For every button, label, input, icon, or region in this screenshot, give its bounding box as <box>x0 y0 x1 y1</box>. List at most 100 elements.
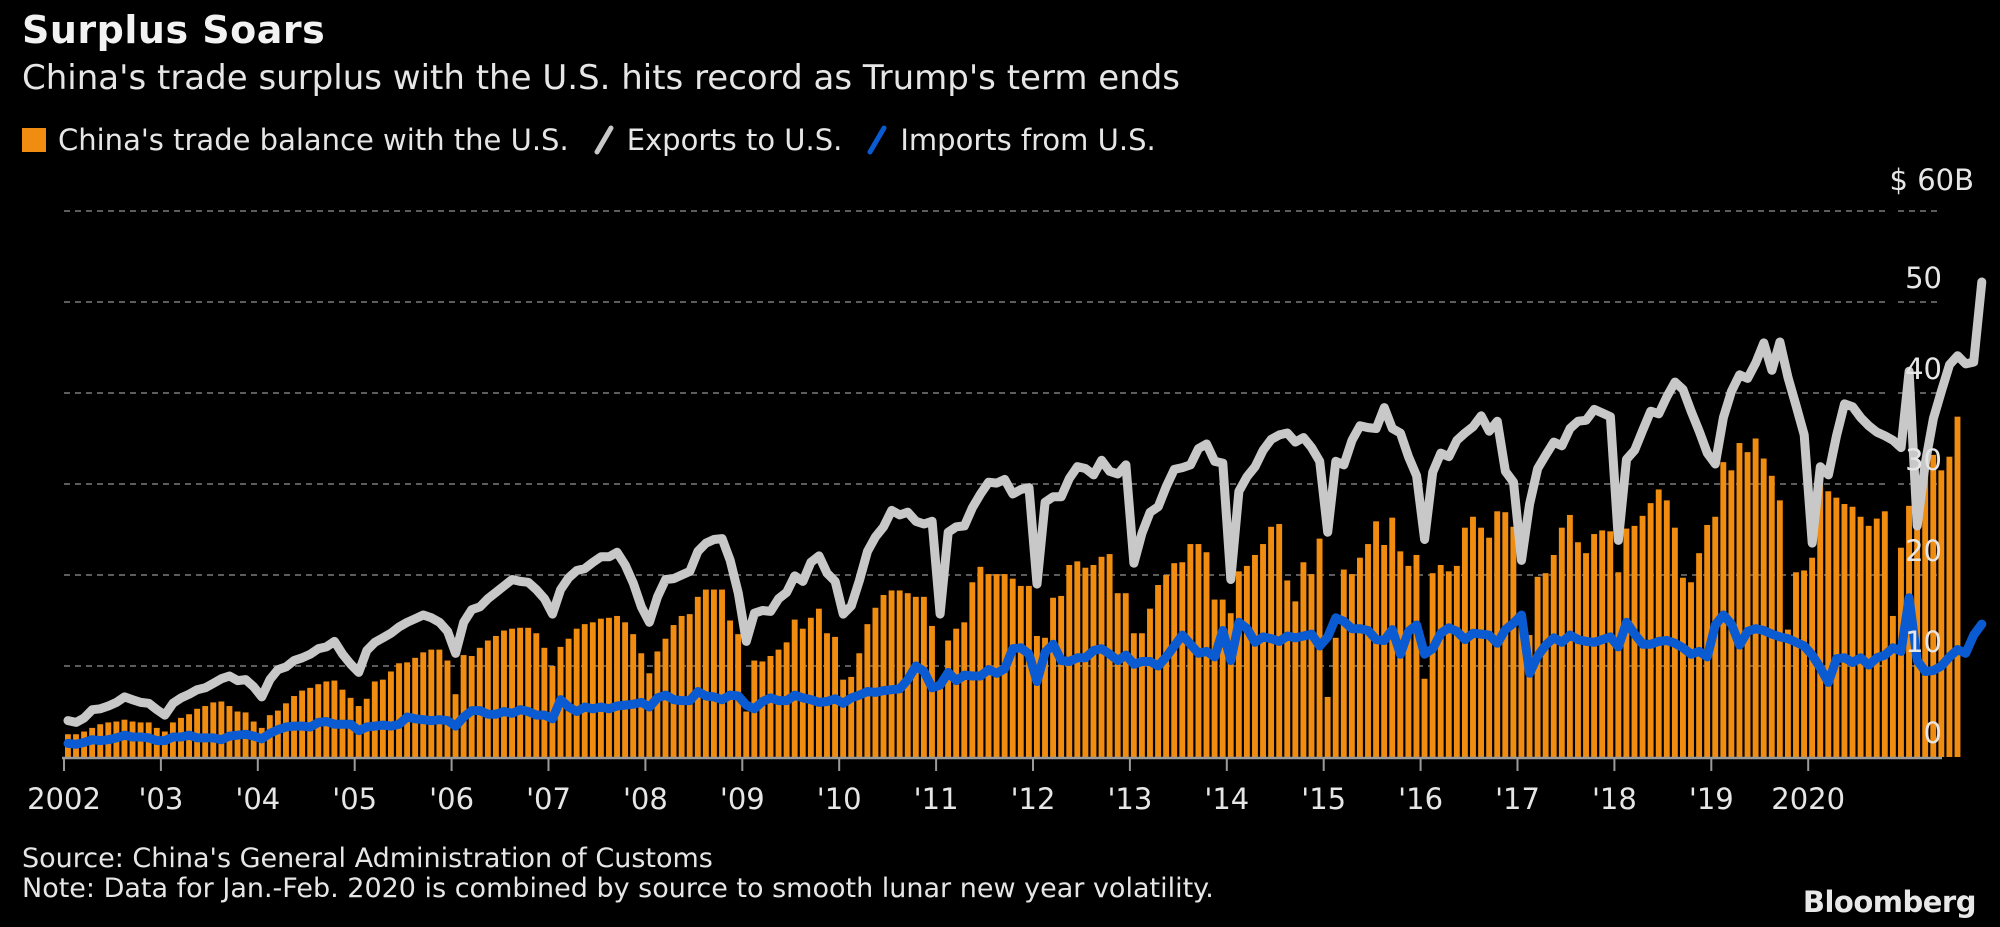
bar <box>1147 608 1153 757</box>
bar <box>606 617 612 757</box>
bar <box>670 625 677 757</box>
bar <box>937 684 943 757</box>
bar <box>1817 479 1824 757</box>
legend-swatch-imports <box>867 125 887 155</box>
bar <box>1865 525 1872 757</box>
x-tick-label: '18 <box>1592 782 1637 816</box>
y-tick-label: 20 <box>1905 534 1942 568</box>
bar <box>1663 500 1670 757</box>
bar <box>791 619 798 757</box>
bar <box>1914 488 1921 757</box>
bar <box>993 574 1000 757</box>
bar <box>807 617 814 757</box>
bar <box>1736 443 1743 757</box>
x-tick-label: '05 <box>332 782 377 816</box>
y-tick-label: 30 <box>1905 443 1942 477</box>
bar <box>630 634 637 757</box>
bar <box>1034 635 1040 757</box>
y-axis-ticks: 0 10 20 30 40 50 <box>1905 261 1942 750</box>
bar <box>1526 635 1533 757</box>
bar <box>1155 585 1161 757</box>
bar <box>799 628 806 757</box>
bar <box>1744 452 1751 757</box>
bar <box>1227 613 1234 757</box>
bar <box>533 633 540 757</box>
bar <box>379 679 386 757</box>
x-tick-label: 2002 <box>27 782 101 816</box>
bar <box>1332 637 1339 757</box>
bar <box>1429 573 1436 757</box>
bar <box>815 608 822 757</box>
y-axis-unit-label: $ 60B <box>1889 163 1974 197</box>
legend-label-trade-balance: China's trade balance with the U.S. <box>58 123 569 157</box>
bar <box>501 630 507 757</box>
exports-line <box>63 277 1987 727</box>
x-tick-label: '15 <box>1301 782 1346 816</box>
bar <box>1017 585 1024 757</box>
bar <box>1607 531 1614 757</box>
bar <box>1768 475 1775 757</box>
bar <box>1494 511 1501 757</box>
bar <box>1615 572 1622 757</box>
bar <box>824 633 830 757</box>
x-axis-ticks: 2002 '03 '04 '05 '06 '07 '08 '09 '10 '11 '12 '13 '14… <box>27 759 1845 816</box>
bar <box>1009 578 1016 757</box>
x-tick-label: '11 <box>914 782 959 816</box>
bar <box>460 655 467 757</box>
x-tick-label: 2020 <box>1771 782 1845 816</box>
bar <box>646 673 653 757</box>
bar <box>1340 569 1347 757</box>
bar <box>1138 633 1145 757</box>
legend-item-trade-balance: China's trade balance with the U.S. <box>22 123 569 157</box>
bar <box>1163 575 1170 757</box>
bar <box>1720 462 1727 757</box>
bar <box>1954 416 1961 757</box>
bar <box>1357 557 1363 757</box>
bar <box>1801 570 1807 757</box>
bar <box>226 706 233 757</box>
bar <box>1881 511 1888 757</box>
bar <box>1583 553 1589 757</box>
chart-subtitle: China's trade surplus with the U.S. hits… <box>22 58 1181 98</box>
bar <box>404 662 411 757</box>
bar <box>1292 601 1299 757</box>
bar <box>1793 572 1799 757</box>
bar <box>1453 565 1460 757</box>
x-tick-label: '19 <box>1689 782 1734 816</box>
bar <box>1938 470 1945 757</box>
bar <box>743 711 750 757</box>
bar <box>1647 503 1654 757</box>
bar <box>953 628 960 757</box>
bar <box>945 640 952 757</box>
x-tick-label: '16 <box>1398 782 1443 816</box>
bar <box>1421 678 1428 757</box>
bar <box>1510 526 1517 757</box>
bar <box>694 596 701 757</box>
bar <box>492 635 499 757</box>
bar <box>1348 574 1355 757</box>
bar <box>202 706 209 757</box>
bar <box>1518 627 1525 757</box>
bar <box>1130 633 1137 757</box>
bar <box>1825 491 1832 757</box>
bar <box>1219 599 1226 757</box>
bar <box>1889 615 1896 757</box>
y-tick-label: 10 <box>1905 625 1942 659</box>
bar <box>1098 556 1105 757</box>
bar <box>1688 582 1694 757</box>
source-note: Source: China's General Administration o… <box>22 843 713 874</box>
bar <box>589 622 596 757</box>
bar <box>912 596 919 757</box>
bar <box>1082 567 1089 757</box>
bar <box>1025 585 1032 757</box>
bar <box>573 628 580 757</box>
bar <box>218 701 225 757</box>
x-tick-label: '12 <box>1011 782 1056 816</box>
y-tick-label: 40 <box>1905 352 1942 386</box>
y-tick-label: 0 <box>1924 716 1942 750</box>
x-tick-label: '10 <box>817 782 862 816</box>
bar <box>840 679 847 757</box>
bar <box>396 663 402 757</box>
bar <box>711 589 717 757</box>
